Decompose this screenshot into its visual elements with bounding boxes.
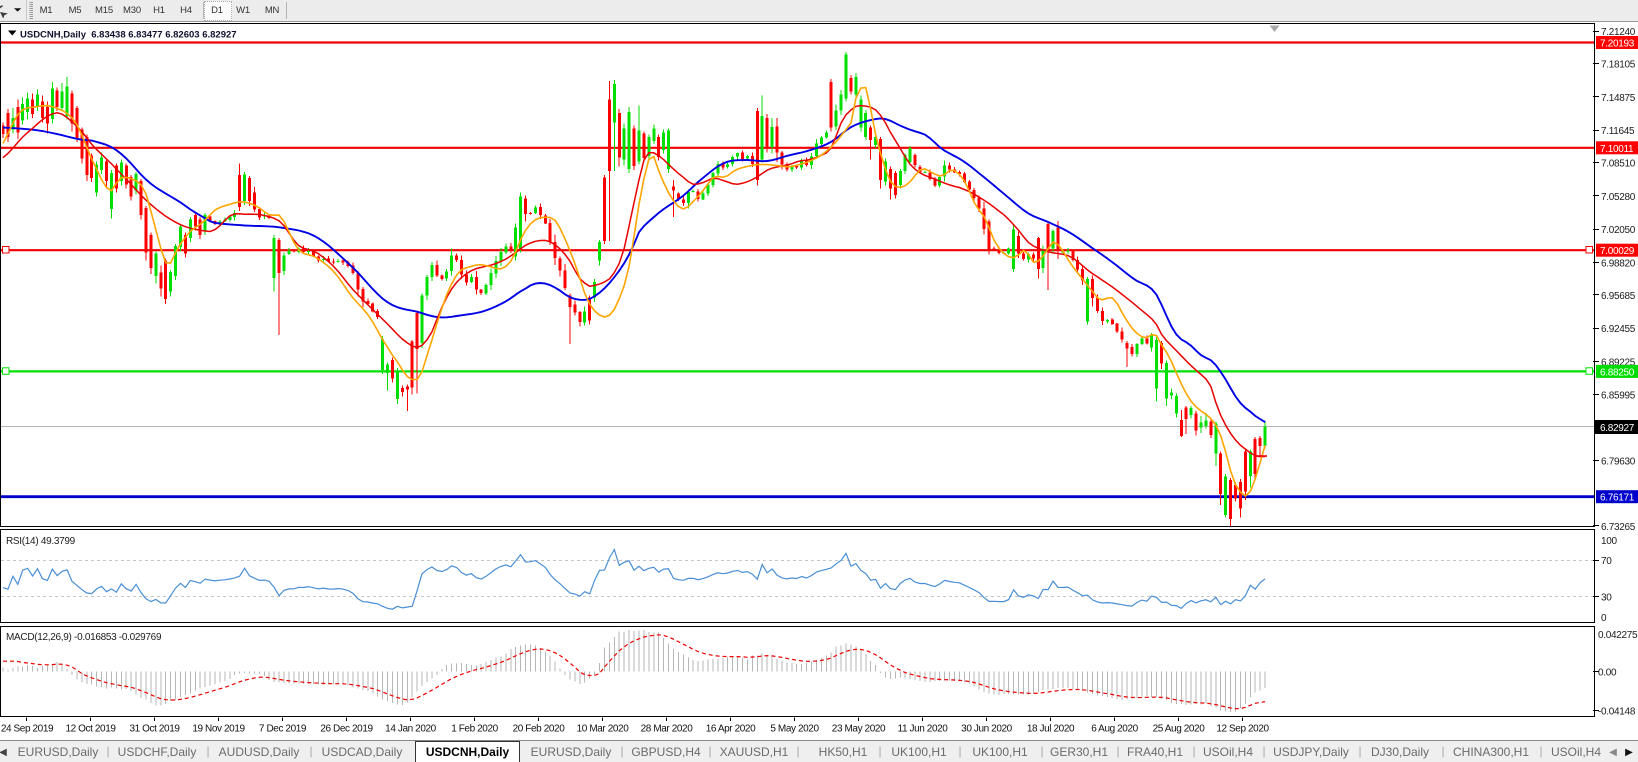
svg-text:31 Oct 2019: 31 Oct 2019 bbox=[129, 724, 180, 735]
svg-text:6.85995: 6.85995 bbox=[1601, 391, 1636, 402]
svg-text:USDCNH,Daily 6.83438 6.83477: USDCNH,Daily 6.83438 6.83477 6.82603 6.8… bbox=[20, 30, 237, 41]
svg-text:7.05280: 7.05280 bbox=[1601, 192, 1636, 203]
svg-text:28 Mar 2020: 28 Mar 2020 bbox=[641, 724, 694, 735]
svg-text:24 Sep 2019: 24 Sep 2019 bbox=[1, 724, 54, 735]
svg-text:7.18105: 7.18105 bbox=[1601, 60, 1636, 71]
svg-text:7.10011: 7.10011 bbox=[1600, 144, 1634, 155]
svg-text:26 Dec 2019: 26 Dec 2019 bbox=[320, 724, 373, 735]
svg-text:6.82927: 6.82927 bbox=[1600, 423, 1635, 434]
svg-text:7.14875: 7.14875 bbox=[1601, 93, 1636, 104]
svg-text:25 Aug 2020: 25 Aug 2020 bbox=[1153, 724, 1206, 735]
svg-text:6.79630: 6.79630 bbox=[1601, 456, 1636, 467]
svg-text:7.08510: 7.08510 bbox=[1601, 159, 1636, 170]
svg-text:6.98820: 6.98820 bbox=[1601, 258, 1636, 269]
svg-text:5 May 2020: 5 May 2020 bbox=[770, 724, 819, 735]
svg-text:11 Jun 2020: 11 Jun 2020 bbox=[898, 724, 949, 735]
svg-text:MACD(12,26,9) -0.016853 -0.029: MACD(12,26,9) -0.016853 -0.029769 bbox=[6, 632, 162, 643]
svg-text:18 Jul 2020: 18 Jul 2020 bbox=[1027, 724, 1075, 735]
svg-text:100: 100 bbox=[1601, 536, 1618, 547]
svg-text:16 Apr 2020: 16 Apr 2020 bbox=[706, 724, 756, 735]
svg-text:6.73265: 6.73265 bbox=[1601, 522, 1636, 533]
svg-text:7.11645: 7.11645 bbox=[1601, 126, 1635, 137]
svg-text:7.00029: 7.00029 bbox=[1600, 246, 1635, 257]
svg-text:-0.04148: -0.04148 bbox=[1598, 707, 1636, 718]
svg-text:0.042275: 0.042275 bbox=[1598, 630, 1638, 641]
svg-text:7.02050: 7.02050 bbox=[1601, 225, 1636, 236]
svg-text:7.20193: 7.20193 bbox=[1600, 39, 1635, 50]
svg-text:30 Jun 2020: 30 Jun 2020 bbox=[961, 724, 1012, 735]
svg-text:7 Dec 2019: 7 Dec 2019 bbox=[259, 724, 307, 735]
svg-text:RSI(14) 49.3799: RSI(14) 49.3799 bbox=[6, 536, 76, 547]
svg-text:6.92455: 6.92455 bbox=[1601, 324, 1636, 335]
svg-text:6.76171: 6.76171 bbox=[1600, 493, 1635, 504]
svg-text:14 Jan 2020: 14 Jan 2020 bbox=[385, 724, 436, 735]
svg-text:6.88250: 6.88250 bbox=[1600, 367, 1635, 378]
svg-text:7.21240: 7.21240 bbox=[1601, 27, 1636, 38]
svg-text:6.95685: 6.95685 bbox=[1601, 291, 1636, 302]
svg-text:6.89225: 6.89225 bbox=[1601, 357, 1636, 368]
svg-text:12 Oct 2019: 12 Oct 2019 bbox=[65, 724, 116, 735]
svg-text:12 Sep 2020: 12 Sep 2020 bbox=[1216, 724, 1269, 735]
svg-text:20 Feb 2020: 20 Feb 2020 bbox=[513, 724, 566, 735]
svg-text:23 May 2020: 23 May 2020 bbox=[832, 724, 886, 735]
svg-text:1 Feb 2020: 1 Feb 2020 bbox=[451, 724, 498, 735]
svg-text:0.00: 0.00 bbox=[1598, 668, 1617, 679]
svg-text:19 Nov 2019: 19 Nov 2019 bbox=[192, 724, 245, 735]
svg-text:0: 0 bbox=[1601, 613, 1607, 624]
svg-text:10 Mar 2020: 10 Mar 2020 bbox=[577, 724, 630, 735]
svg-text:6 Aug 2020: 6 Aug 2020 bbox=[1091, 724, 1138, 735]
svg-text:70: 70 bbox=[1601, 556, 1612, 567]
svg-text:30: 30 bbox=[1601, 592, 1612, 603]
